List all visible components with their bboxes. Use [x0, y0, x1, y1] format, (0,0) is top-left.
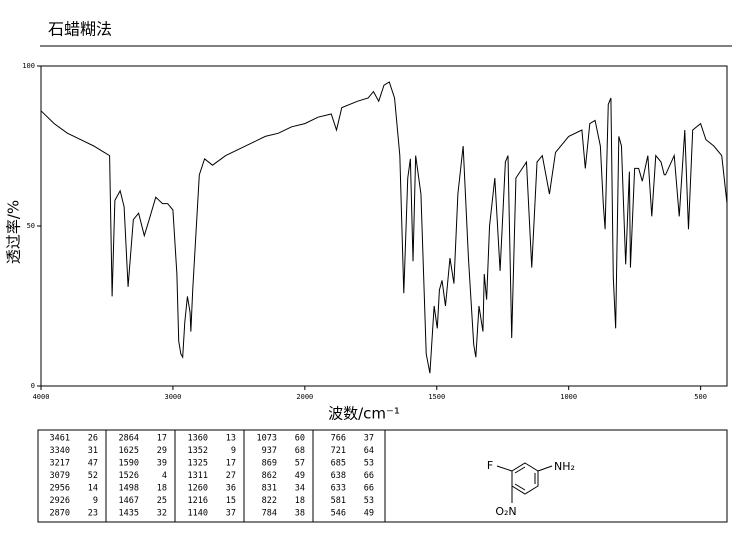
peak-wavenumber: 2864 [119, 434, 139, 444]
peak-wavenumber: 1073 [257, 434, 277, 444]
peak-transmittance: 17 [157, 434, 167, 444]
peak-transmittance: 13 [226, 434, 236, 444]
peak-wavenumber: 1352 [188, 446, 208, 456]
peak-wavenumber: 1311 [188, 471, 208, 481]
peak-wavenumber: 721 [331, 446, 346, 456]
peak-transmittance: 53 [364, 459, 374, 469]
peak-wavenumber: 1526 [119, 471, 139, 481]
peak-wavenumber: 766 [331, 434, 346, 444]
peak-wavenumber: 1260 [188, 484, 208, 494]
double-bond [514, 483, 526, 491]
ring [511, 462, 539, 495]
double-bond [514, 466, 526, 474]
atom-label: F [487, 459, 493, 472]
peak-wavenumber: 937 [262, 446, 277, 456]
x-tick-label: 1500 [428, 393, 445, 401]
peak-transmittance: 66 [364, 484, 374, 494]
peak-wavenumber: 1498 [119, 484, 139, 494]
peak-transmittance: 37 [226, 509, 236, 519]
peak-wavenumber: 633 [331, 484, 346, 494]
peak-transmittance: 60 [295, 434, 305, 444]
peak-wavenumber: 784 [262, 509, 277, 519]
x-tick-label: 500 [694, 393, 707, 401]
peak-transmittance: 39 [157, 459, 167, 469]
table-frame [37, 429, 728, 523]
peak-wavenumber: 831 [262, 484, 277, 494]
peak-transmittance: 26 [88, 434, 98, 444]
peak-wavenumber: 3079 [50, 471, 70, 481]
peak-transmittance: 36 [226, 484, 236, 494]
peak-transmittance: 53 [364, 496, 374, 506]
peak-wavenumber: 3340 [50, 446, 70, 456]
peak-wavenumber: 1360 [188, 434, 208, 444]
bond [496, 465, 513, 472]
peak-transmittance: 66 [364, 471, 374, 481]
peak-transmittance: 27 [226, 471, 236, 481]
page-title: 石蜡糊法 [48, 20, 112, 39]
peak-transmittance: 64 [364, 446, 374, 456]
peak-wavenumber: 546 [331, 509, 346, 519]
peak-transmittance: 23 [88, 509, 98, 519]
peak-wavenumber: 3461 [50, 434, 70, 444]
bond [537, 465, 553, 472]
peak-wavenumber: 1625 [119, 446, 139, 456]
peak-wavenumber: 685 [331, 459, 346, 469]
atom-label: O₂N [495, 505, 516, 518]
x-tick-label: 3000 [164, 393, 181, 401]
peak-wavenumber: 2870 [50, 509, 70, 519]
peak-wavenumber: 1467 [119, 496, 139, 506]
y-tick-label: 0 [31, 382, 35, 390]
peak-wavenumber: 1590 [119, 459, 139, 469]
y-tick-label: 50 [27, 222, 35, 230]
peak-transmittance: 17 [226, 459, 236, 469]
y-axis-label: 透过率/% [5, 200, 23, 264]
peak-wavenumber: 2926 [50, 496, 70, 506]
peak-transmittance: 49 [364, 509, 374, 519]
peak-wavenumber: 822 [262, 496, 277, 506]
peak-transmittance: 29 [157, 446, 167, 456]
peak-wavenumber: 1435 [119, 509, 139, 519]
peak-transmittance: 57 [295, 459, 305, 469]
peak-transmittance: 68 [295, 446, 305, 456]
peak-transmittance: 34 [295, 484, 305, 494]
peak-wavenumber: 1216 [188, 496, 208, 506]
peak-transmittance: 14 [88, 484, 98, 494]
peak-wavenumber: 3217 [50, 459, 70, 469]
atom-label: NH₂ [554, 460, 575, 473]
x-tick-label: 4000 [33, 393, 50, 401]
peak-transmittance: 4 [162, 471, 167, 481]
x-tick-label: 2000 [296, 393, 313, 401]
peak-transmittance: 47 [88, 459, 98, 469]
peak-transmittance: 9 [231, 446, 236, 456]
peak-wavenumber: 1140 [188, 509, 208, 519]
peak-transmittance: 9 [93, 496, 98, 506]
peak-transmittance: 15 [226, 496, 236, 506]
peak-transmittance: 32 [157, 509, 167, 519]
x-tick-label: 1000 [560, 393, 577, 401]
peak-wavenumber: 1325 [188, 459, 208, 469]
peak-transmittance: 49 [295, 471, 305, 481]
peak-wavenumber: 2956 [50, 484, 70, 494]
peak-transmittance: 31 [88, 446, 98, 456]
molecule [496, 462, 553, 503]
peak-wavenumber: 869 [262, 459, 277, 469]
peak-transmittance: 37 [364, 434, 374, 444]
peak-transmittance: 18 [295, 496, 305, 506]
peak-wavenumber: 862 [262, 471, 277, 481]
peak-transmittance: 25 [157, 496, 167, 506]
x-axis-label: 波数/cm⁻¹ [328, 405, 400, 423]
peak-transmittance: 18 [157, 484, 167, 494]
spectrum-line [40, 81, 728, 374]
peak-wavenumber: 581 [331, 496, 346, 506]
y-tick-label: 100 [22, 62, 35, 70]
peak-transmittance: 38 [295, 509, 305, 519]
peak-wavenumber: 638 [331, 471, 346, 481]
peak-transmittance: 52 [88, 471, 98, 481]
